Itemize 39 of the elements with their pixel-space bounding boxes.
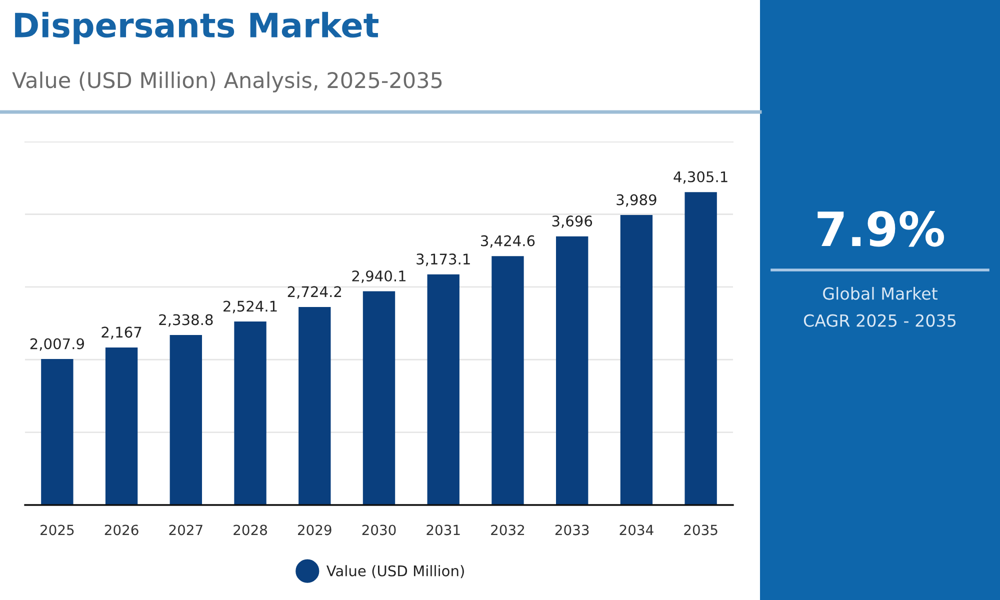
data-label: 3,989 [616, 194, 656, 207]
bar [684, 192, 717, 505]
x-tick-label: 2027 [169, 524, 202, 536]
x-tick-label: 2026 [104, 524, 138, 536]
x-tick-label: 2028 [234, 524, 267, 536]
x-tick-label: 2030 [362, 524, 396, 536]
data-label: 2,338.8 [159, 314, 213, 327]
bar [298, 306, 331, 505]
bar [41, 359, 74, 505]
text: 7.9% [818, 210, 944, 247]
bar [620, 215, 653, 505]
data-label: 3,424.6 [481, 235, 535, 248]
data-label: 2,167 [102, 326, 142, 340]
bar [105, 347, 138, 505]
data-label: 2,940.1 [352, 270, 406, 284]
x-tick-label: 2034 [620, 524, 654, 536]
data-label: 2,724.2 [288, 286, 342, 299]
bar [556, 236, 588, 505]
data-label: 3,696 [552, 216, 592, 228]
data-label: 2,524.1 [224, 300, 277, 314]
x-tick-label: 2032 [491, 524, 524, 536]
legend-label: Value (USD Million) [326, 565, 464, 578]
bar [362, 291, 396, 505]
bar [234, 322, 266, 505]
x-tick-label: 2033 [555, 524, 589, 536]
x-tick-label: 2031 [426, 524, 460, 536]
data-label: 4,305.1 [674, 171, 728, 184]
data-label: 2,007.9 [30, 338, 84, 351]
text: CAGR 2025 - 2035 [804, 314, 956, 327]
chart-title: Dispersants Market [15, 12, 378, 44]
text: Global Market [823, 286, 938, 300]
x-tick-label: 2025 [40, 524, 74, 536]
x-tick-label: 2029 [298, 524, 332, 536]
chart-subtitle: Value (USD Million) Analysis, 2025-2035 [12, 72, 442, 92]
bar [170, 334, 202, 505]
bar [492, 256, 524, 505]
data-label: 3,173.1 [416, 254, 470, 266]
bar [427, 274, 460, 505]
x-tick-label: 2035 [684, 524, 718, 536]
